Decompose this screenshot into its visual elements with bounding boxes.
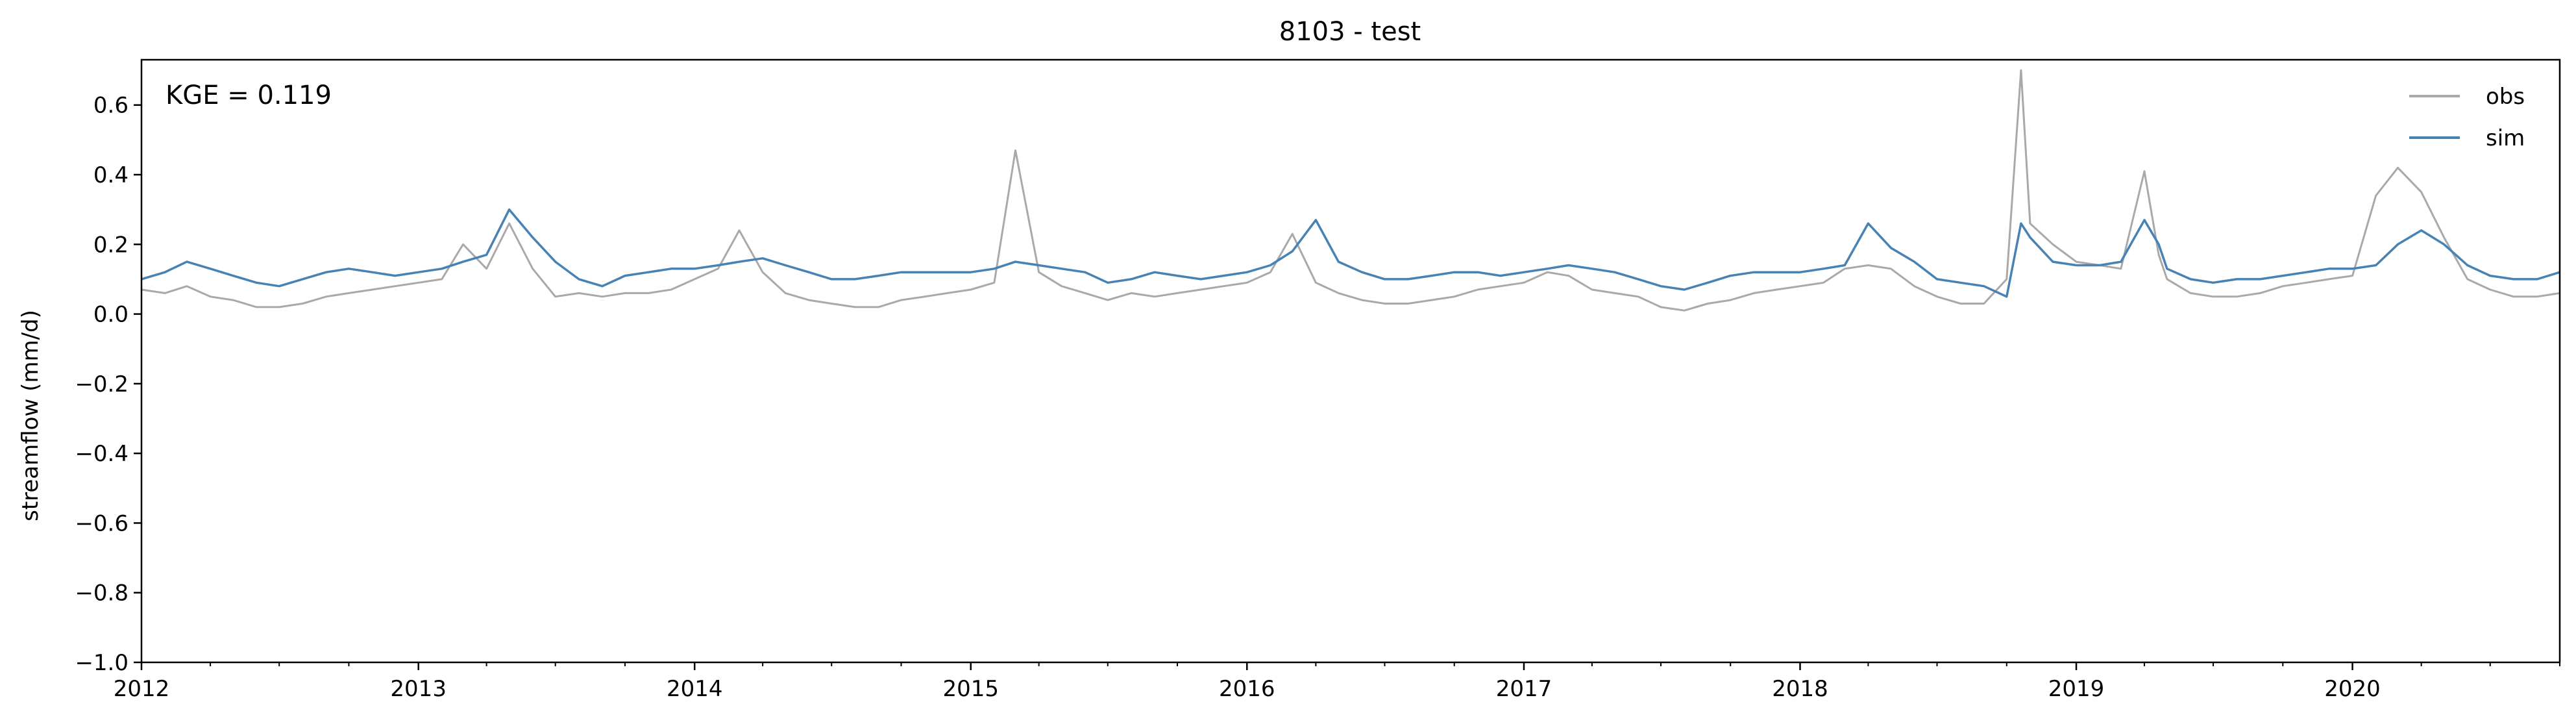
y-axis-label: streamflow (mm/d) [18, 310, 43, 521]
y-tick-label: −1.0 [75, 650, 129, 676]
y-tick-label: −0.6 [75, 510, 129, 536]
y-tick-label: −0.4 [75, 441, 129, 467]
plot-frame [140, 58, 2561, 664]
y-axis-ticks: −1.0 −0.8 −0.6 −0.4 −0.2 0.0 0.2 0.4 0.6 [75, 93, 141, 676]
x-tick-label-2019: 2019 [2048, 676, 2105, 702]
series-line-obs [141, 69, 2560, 312]
x-tick-label-2016: 2016 [1219, 676, 1275, 702]
y-tick-label: 0.4 [93, 162, 129, 188]
series-line-sim [141, 208, 2560, 298]
x-tick-label-2013: 2013 [390, 676, 447, 702]
x-tick-label-2012: 2012 [114, 676, 170, 702]
kge-annotation: KGE = 0.119 [166, 81, 332, 110]
series-layer [141, 69, 2560, 312]
y-tick-label: 0.2 [93, 232, 129, 258]
x-tick-label-2017: 2017 [1496, 676, 1552, 702]
x-tick-label-2014: 2014 [667, 676, 723, 702]
legend-label-sim: sim [2486, 125, 2525, 151]
legend: obs sim [2409, 84, 2525, 151]
x-tick-label-2020: 2020 [2324, 676, 2381, 702]
legend-label-obs: obs [2486, 84, 2525, 110]
x-tick-label-2015: 2015 [942, 676, 999, 702]
y-tick-label: 0.6 [93, 93, 129, 119]
y-tick-label: 0.0 [93, 302, 129, 328]
chart-title: 8103 - test [1279, 17, 1421, 47]
y-tick-label: −0.2 [75, 371, 129, 397]
y-tick-label: −0.8 [75, 581, 129, 607]
x-axis-ticks: 2012 2013 2014 2015 2016 2017 2018 2019 2020 [114, 662, 2381, 702]
x-tick-label-2018: 2018 [1772, 676, 1828, 702]
